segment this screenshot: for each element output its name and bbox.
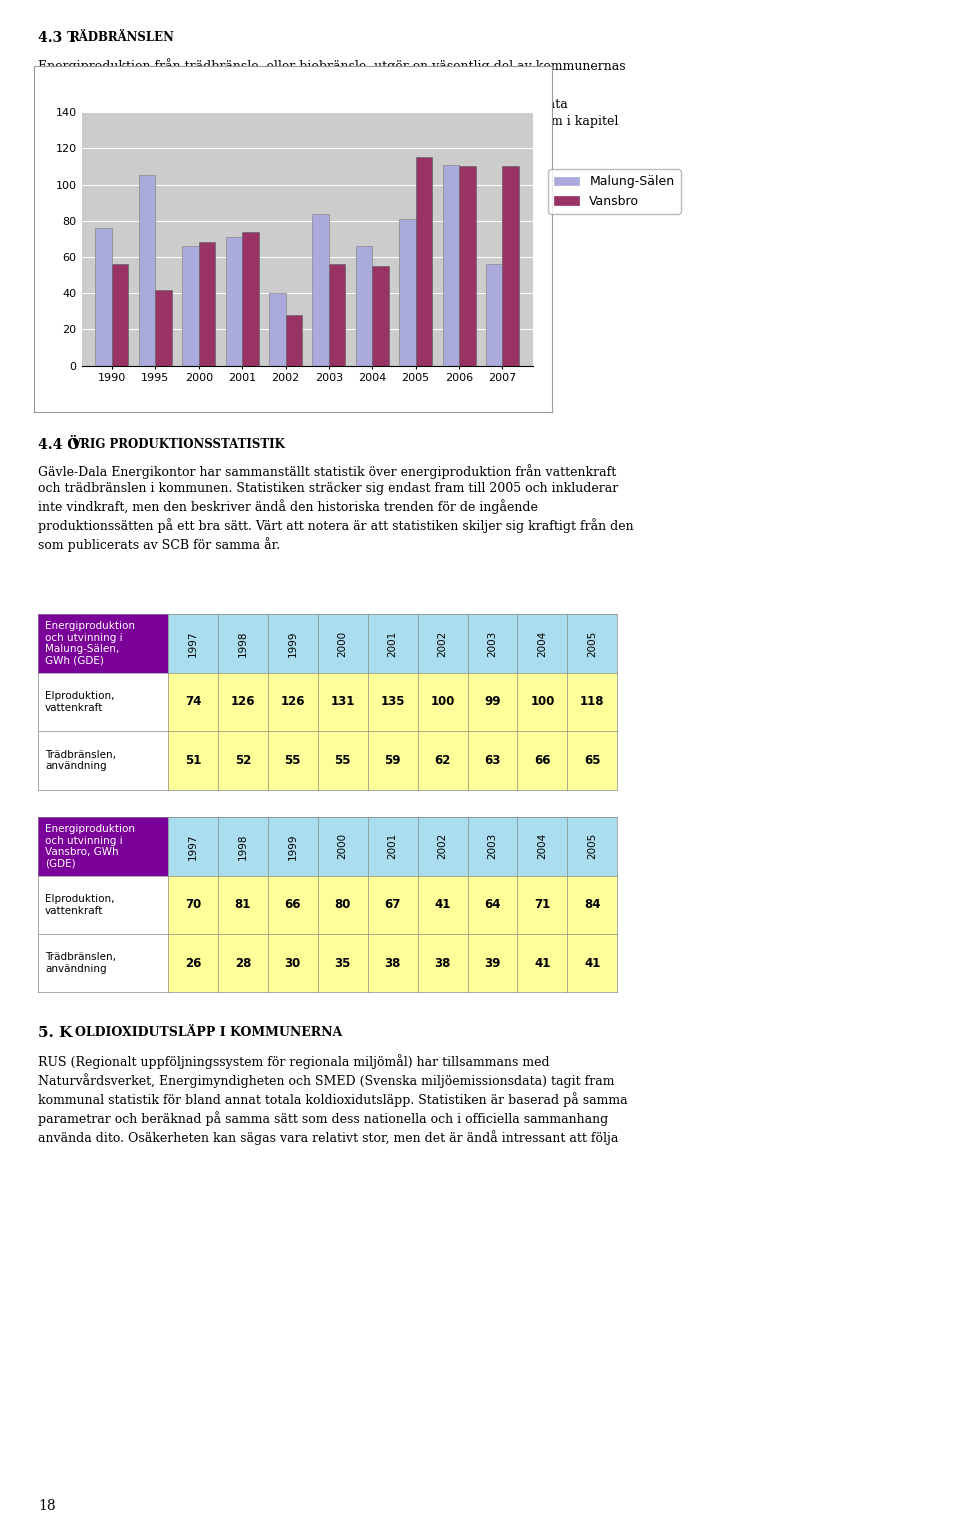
Text: 26: 26: [184, 957, 202, 969]
Text: 2005: 2005: [588, 833, 597, 860]
Bar: [399, 220, 416, 366]
Bar: [182, 246, 199, 366]
Text: 135: 135: [380, 696, 405, 708]
Bar: [416, 157, 432, 366]
Text: 39: 39: [484, 957, 501, 969]
Text: 1997: 1997: [188, 833, 198, 860]
Text: Elproduktion,
vattenkraft: Elproduktion, vattenkraft: [45, 894, 114, 915]
Text: 100: 100: [430, 696, 455, 708]
Text: 131: 131: [330, 696, 355, 708]
Text: 55: 55: [284, 754, 301, 766]
Text: Energiproduktion
och utvinning i
Vansbro, GWh
(GDE): Energiproduktion och utvinning i Vansbro…: [45, 823, 134, 869]
Text: 2000: 2000: [338, 833, 348, 860]
Text: 64: 64: [484, 899, 501, 911]
Text: 2002: 2002: [438, 630, 447, 657]
Text: 2005: 2005: [588, 630, 597, 657]
Bar: [329, 264, 346, 366]
Text: 118: 118: [580, 696, 605, 708]
Text: Energiproduktion från trädbränslen, GWh (SCB): Energiproduktion från trädbränslen, GWh …: [96, 78, 470, 94]
Text: 2004: 2004: [538, 833, 547, 860]
Text: 99: 99: [484, 696, 501, 708]
Bar: [356, 246, 372, 366]
Text: 59: 59: [384, 754, 401, 766]
Text: 52: 52: [234, 754, 252, 766]
Text: 18: 18: [38, 1499, 56, 1513]
Bar: [112, 264, 129, 366]
Text: VRIG PRODUKTIONSSTATISTIK: VRIG PRODUKTIONSSTATISTIK: [71, 438, 285, 450]
Bar: [443, 164, 459, 366]
Text: RÄDBRÄNSLEN: RÄDBRÄNSLEN: [69, 31, 174, 43]
Text: Trädbränslen,
användning: Trädbränslen, användning: [45, 952, 116, 974]
Bar: [226, 237, 242, 366]
Text: 2000: 2000: [338, 630, 348, 657]
Bar: [269, 293, 285, 366]
Text: 38: 38: [384, 957, 401, 969]
Text: 2003: 2003: [488, 833, 497, 860]
Text: 1999: 1999: [288, 833, 298, 860]
Text: 126: 126: [280, 696, 305, 708]
Bar: [502, 166, 519, 366]
Text: Trädbränslen,
användning: Trädbränslen, användning: [45, 750, 116, 771]
Text: 67: 67: [384, 899, 401, 911]
Text: 81: 81: [234, 899, 252, 911]
Text: 1998: 1998: [238, 630, 248, 657]
Text: 55: 55: [334, 754, 351, 766]
Bar: [285, 315, 302, 366]
Text: 1999: 1999: [288, 630, 298, 657]
Legend: Malung-Sälen, Vansbro: Malung-Sälen, Vansbro: [548, 169, 681, 214]
Text: 2004: 2004: [538, 630, 547, 657]
Text: 2002: 2002: [438, 833, 447, 860]
Bar: [459, 166, 475, 366]
Text: 66: 66: [534, 754, 551, 766]
Bar: [156, 290, 172, 366]
Text: RUS (Regionalt uppföljningssystem för regionala miljömål) har tillsammans med
Na: RUS (Regionalt uppföljningssystem för re…: [38, 1054, 628, 1144]
Text: 71: 71: [535, 899, 550, 911]
Text: 4.3 T: 4.3 T: [38, 31, 78, 45]
Bar: [95, 227, 112, 366]
Text: 51: 51: [184, 754, 202, 766]
Text: Energiproduktion
och utvinning i
Malung-Sälen,
GWh (GDE): Energiproduktion och utvinning i Malung-…: [45, 621, 134, 667]
Text: 70: 70: [185, 899, 201, 911]
Text: 100: 100: [530, 696, 555, 708]
Text: 66: 66: [284, 899, 301, 911]
Text: 84: 84: [584, 899, 601, 911]
Text: 28: 28: [234, 957, 252, 969]
Text: 65: 65: [584, 754, 601, 766]
Text: 4.4 Ö: 4.4 Ö: [38, 438, 80, 452]
Text: 2001: 2001: [388, 833, 397, 860]
Text: OLDIOXIDUTSLÄPP I KOMMUNERNA: OLDIOXIDUTSLÄPP I KOMMUNERNA: [75, 1026, 342, 1038]
Text: 5. K: 5. K: [38, 1026, 73, 1040]
Text: Elproduktion,
vattenkraft: Elproduktion, vattenkraft: [45, 691, 114, 713]
Text: 62: 62: [434, 754, 451, 766]
Bar: [486, 264, 502, 366]
Text: 80: 80: [334, 899, 351, 911]
Text: 1997: 1997: [188, 630, 198, 657]
Text: 1998: 1998: [238, 833, 248, 860]
Text: 126: 126: [230, 696, 255, 708]
Text: 38: 38: [434, 957, 451, 969]
Text: Gävle-Dala Energikontor har sammanställt statistik över energiproduktion från va: Gävle-Dala Energikontor har sammanställt…: [38, 464, 634, 553]
Text: 63: 63: [484, 754, 501, 766]
Bar: [312, 214, 329, 366]
Text: 41: 41: [534, 957, 551, 969]
Text: 30: 30: [285, 957, 300, 969]
Bar: [139, 175, 156, 366]
Text: 41: 41: [434, 899, 451, 911]
Text: 41: 41: [584, 957, 601, 969]
Text: 2001: 2001: [388, 630, 397, 657]
Text: 2003: 2003: [488, 630, 497, 657]
Bar: [199, 243, 215, 366]
Text: 74: 74: [184, 696, 202, 708]
Bar: [372, 266, 389, 366]
Bar: [242, 232, 258, 366]
Text: Energiproduktion från trädbränsle, eller biobränsle, utgör en väsentlig del av k: Energiproduktion från trädbränsle, eller…: [38, 58, 626, 147]
Text: 35: 35: [334, 957, 351, 969]
